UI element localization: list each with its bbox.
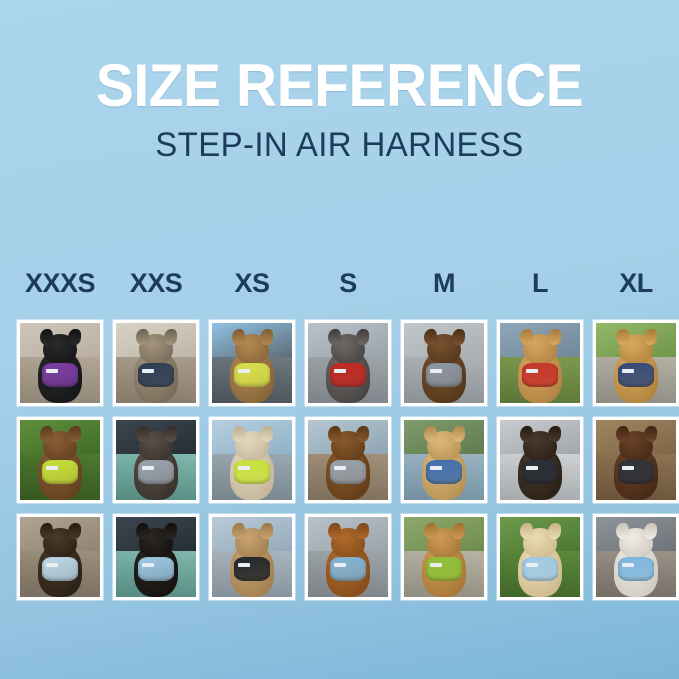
photo-cell-cream-dachshund-green-harness[interactable] bbox=[209, 417, 295, 503]
photo-cell-poodle-puppy-black-harness[interactable] bbox=[209, 514, 295, 600]
photo-cell-dachshund-lightblue-harness[interactable] bbox=[113, 514, 199, 600]
harness bbox=[42, 363, 78, 387]
photo-image bbox=[212, 323, 292, 403]
size-label-xl: XL bbox=[619, 268, 653, 298]
photo-image bbox=[404, 517, 484, 597]
size-label-xxs: XXS bbox=[129, 268, 183, 298]
photo-image bbox=[596, 323, 676, 403]
photo-cell-white-shepherd-blue-harness[interactable] bbox=[593, 514, 679, 600]
photo-cell-spaniel-grey-harness[interactable] bbox=[401, 320, 487, 406]
photo-image bbox=[404, 323, 484, 403]
photo-grid-row bbox=[17, 320, 679, 406]
size-label-l: L bbox=[532, 268, 549, 298]
harness bbox=[426, 460, 462, 484]
photo-image bbox=[596, 420, 676, 500]
size-label-m: M bbox=[433, 268, 456, 298]
harness bbox=[330, 363, 366, 387]
size-label-row: XXXS XXS XS S M L XL bbox=[17, 266, 662, 300]
photo-cell-bengal-cat-yellow-harness[interactable] bbox=[209, 320, 295, 406]
photo-image bbox=[308, 323, 388, 403]
photo-cell-golden-puppy-lightblue-harness[interactable] bbox=[497, 514, 583, 600]
photo-grid-row bbox=[17, 417, 679, 503]
harness bbox=[330, 557, 366, 581]
photo-cell-black-kitten-purple-harness[interactable] bbox=[17, 320, 103, 406]
photo-image bbox=[500, 420, 580, 500]
photo-cell-goldendoodle-green-harness[interactable] bbox=[401, 514, 487, 600]
size-label-xxxs: XXXS bbox=[24, 268, 96, 298]
harness bbox=[426, 557, 462, 581]
photo-image bbox=[212, 517, 292, 597]
harness bbox=[426, 363, 462, 387]
page-title: SIZE REFERENCE bbox=[95, 52, 584, 119]
photo-cell-doodle-puppy-green-harness[interactable] bbox=[17, 417, 103, 503]
photo-grid-row bbox=[17, 514, 679, 600]
harness bbox=[522, 460, 558, 484]
photo-image bbox=[212, 420, 292, 500]
photo-cell-kelpie-dark-harness[interactable] bbox=[497, 417, 583, 503]
photo-image bbox=[20, 420, 100, 500]
photo-cell-golden-puppy-blue-harness[interactable] bbox=[401, 417, 487, 503]
harness bbox=[618, 363, 654, 387]
photo-image bbox=[404, 420, 484, 500]
photo-image bbox=[500, 323, 580, 403]
photo-image bbox=[116, 323, 196, 403]
size-label-s: S bbox=[339, 268, 357, 298]
harness bbox=[234, 363, 270, 387]
page-subtitle: STEP-IN AIR HARNESS bbox=[155, 126, 524, 164]
photo-cell-golden-retriever-navy-harness[interactable] bbox=[593, 320, 679, 406]
photo-image bbox=[116, 517, 196, 597]
harness bbox=[42, 557, 78, 581]
harness bbox=[138, 557, 174, 581]
harness bbox=[42, 460, 78, 484]
photo-cell-pug-mix-grey-harness[interactable] bbox=[113, 417, 199, 503]
photo-grid bbox=[17, 320, 679, 600]
photo-image bbox=[596, 517, 676, 597]
photo-cell-dachshund-blue-harness[interactable] bbox=[305, 514, 391, 600]
harness bbox=[234, 460, 270, 484]
harness bbox=[138, 363, 174, 387]
photo-cell-longhaired-dachshund-grey-harness[interactable] bbox=[305, 417, 391, 503]
photo-image bbox=[500, 517, 580, 597]
header: SIZE REFERENCE STEP-IN AIR HARNESS bbox=[0, 0, 679, 164]
harness bbox=[522, 363, 558, 387]
photo-image bbox=[20, 323, 100, 403]
photo-cell-yorkie-lightblue-harness[interactable] bbox=[17, 514, 103, 600]
photo-image bbox=[308, 420, 388, 500]
harness bbox=[138, 460, 174, 484]
harness bbox=[618, 557, 654, 581]
photo-image bbox=[20, 517, 100, 597]
harness bbox=[234, 557, 270, 581]
photo-image bbox=[116, 420, 196, 500]
photo-cell-french-bulldog-red-harness[interactable] bbox=[305, 320, 391, 406]
size-label-xs: XS bbox=[234, 268, 270, 298]
photo-cell-tabby-cat-navy-harness[interactable] bbox=[113, 320, 199, 406]
harness bbox=[618, 460, 654, 484]
harness bbox=[522, 557, 558, 581]
photo-image bbox=[308, 517, 388, 597]
photo-cell-husky-mix-dark-harness[interactable] bbox=[593, 417, 679, 503]
harness bbox=[330, 460, 366, 484]
photo-cell-shiba-inu-red-harness[interactable] bbox=[497, 320, 583, 406]
